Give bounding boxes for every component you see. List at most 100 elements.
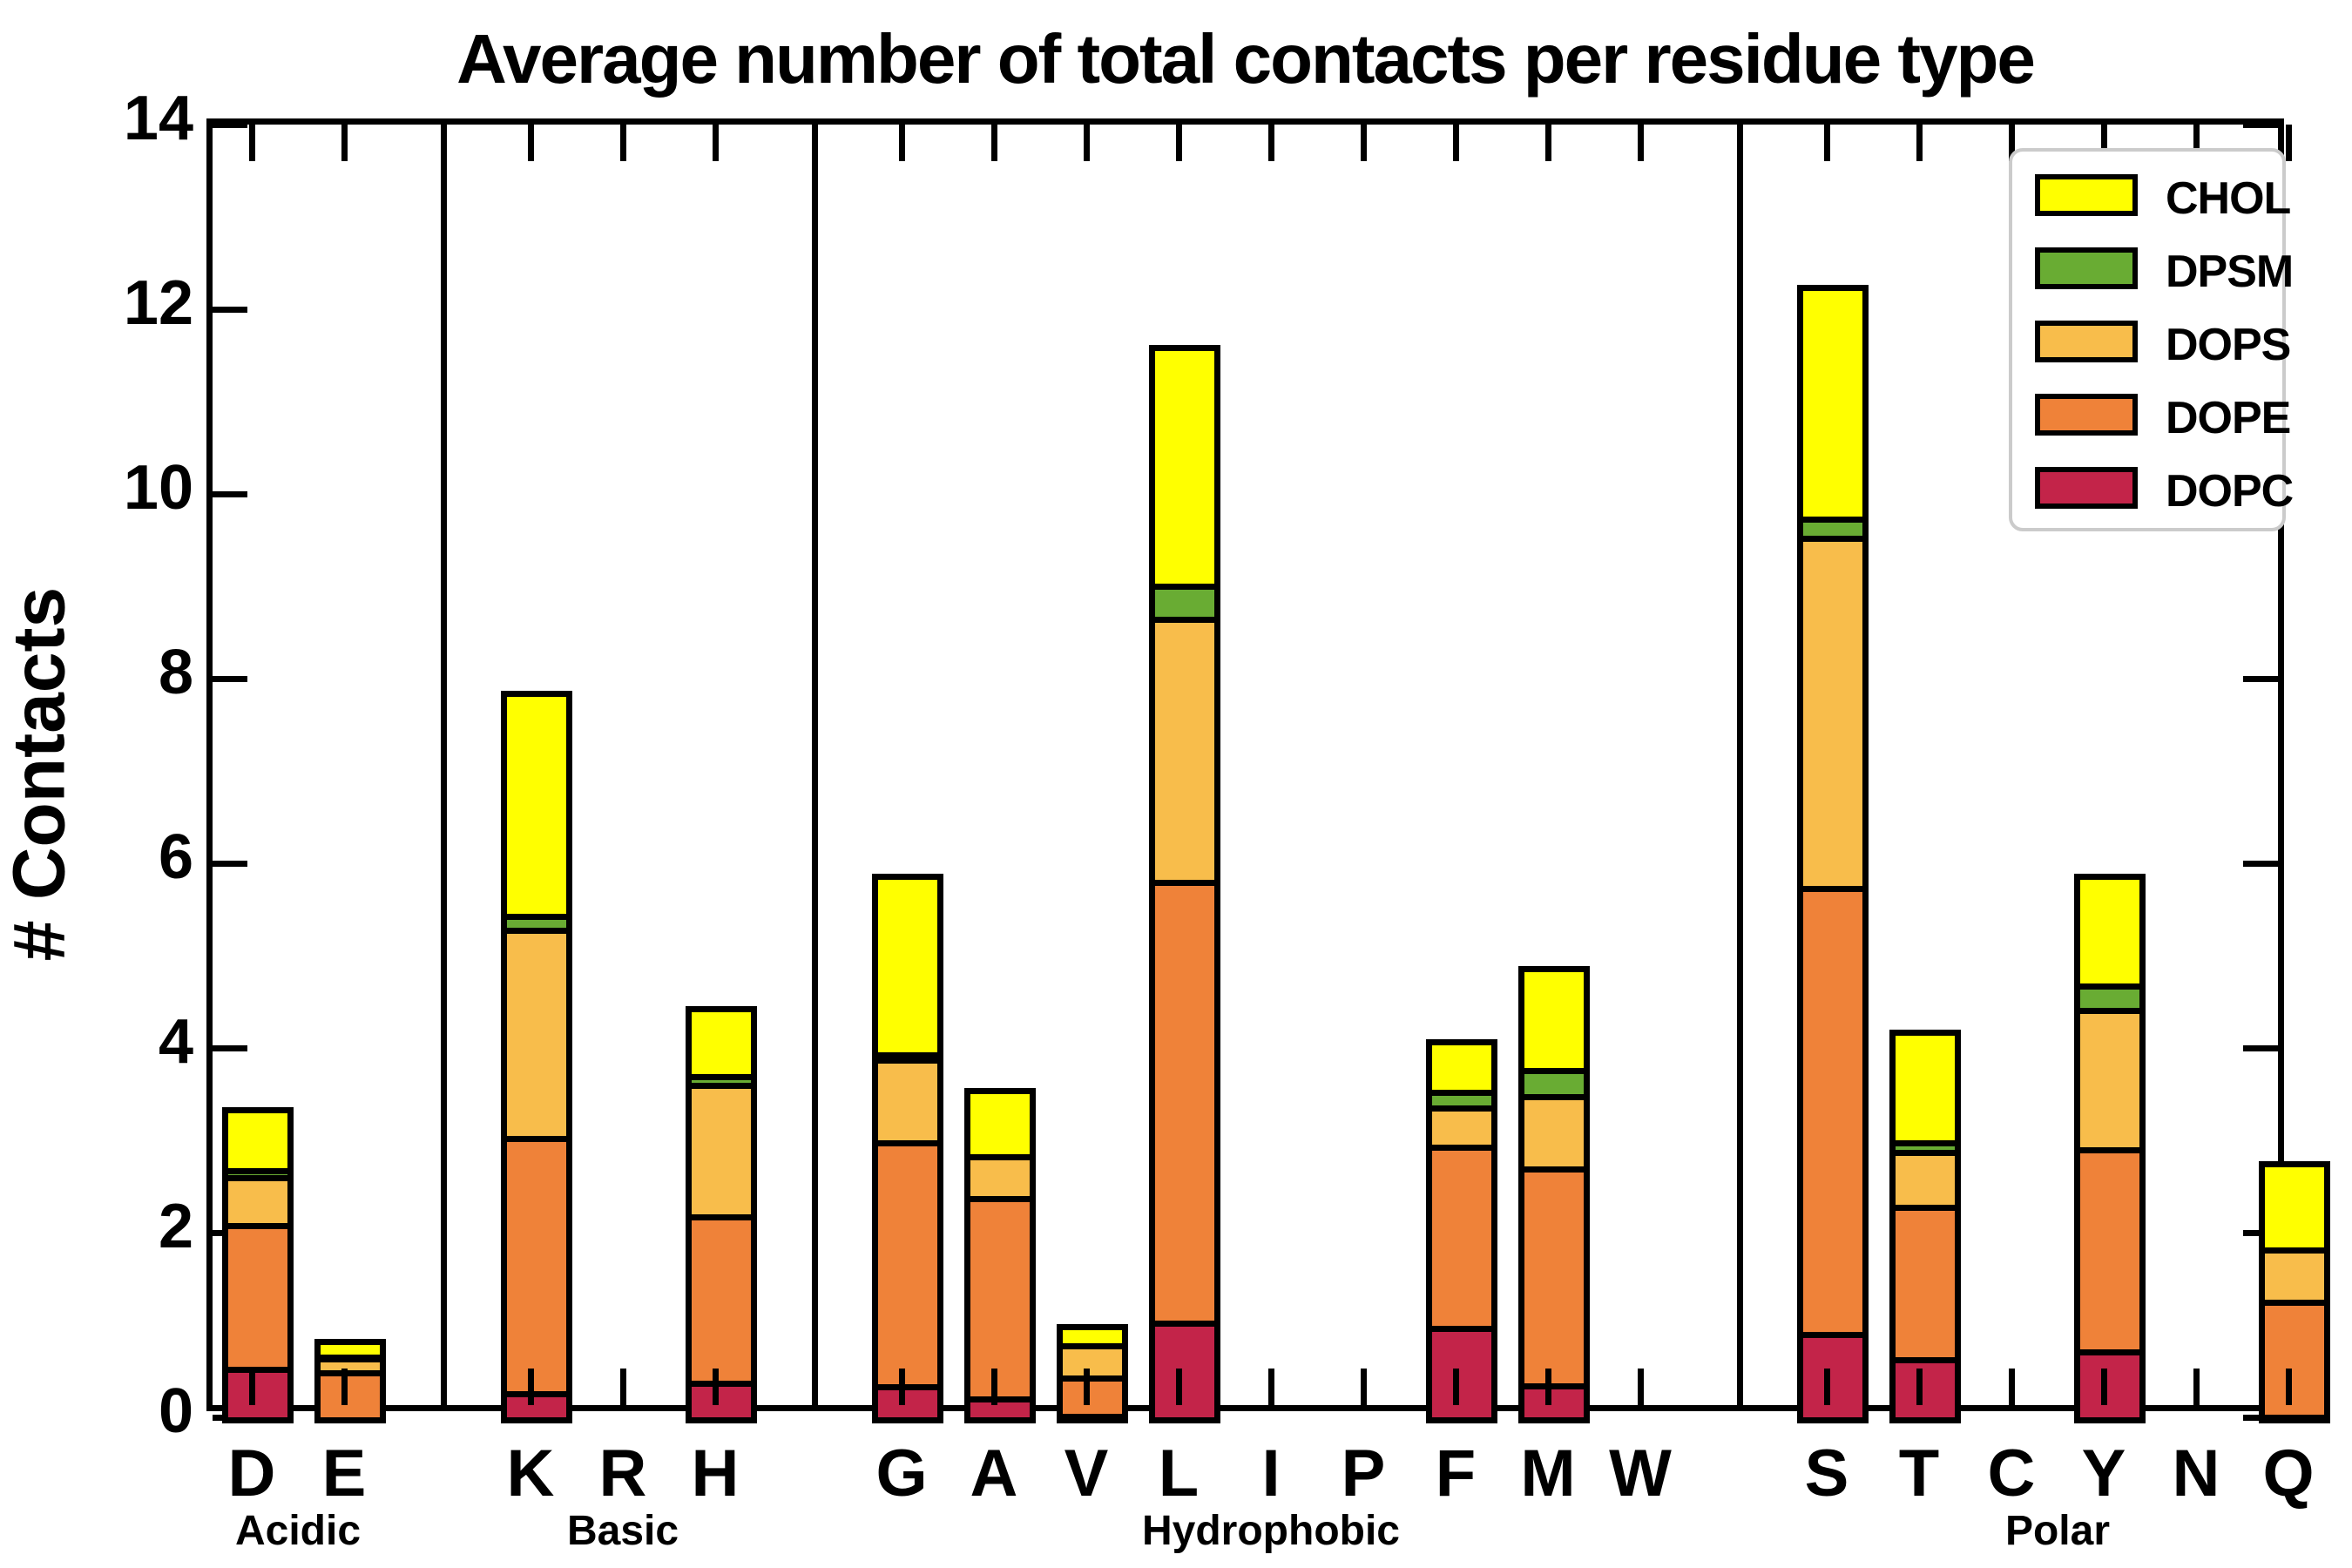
x-axis-tick-top-Q — [2286, 125, 2292, 161]
legend: CHOL DPSM DOPS DOPE DOPC — [2009, 148, 2294, 531]
plot-area — [206, 118, 2330, 1423]
x-tick-label-N: N — [2172, 1436, 2220, 1511]
x-tick-label-E: E — [321, 1436, 367, 1511]
y-tick-label-8: 8 — [158, 638, 193, 707]
x-tick-label-K: K — [506, 1436, 555, 1511]
x-axis-tick-top-S — [1824, 125, 1830, 161]
bar-segment-G-CHOL — [872, 874, 943, 1059]
x-tick-label-S: S — [1804, 1436, 1849, 1511]
x-axis-tick-top-A — [991, 125, 997, 161]
y-tick-label-12: 12 — [123, 268, 193, 338]
group-label-hydrophobic: Hydrophobic — [1142, 1508, 1400, 1554]
bar-segment-H-CHOL — [686, 1005, 757, 1080]
legend-swatch-DOPE — [2035, 394, 2138, 436]
x-tick-label-M: M — [1520, 1436, 1576, 1511]
legend-label-CHOL: CHOL — [2166, 173, 2291, 224]
legend-swatch-DOPC — [2035, 467, 2138, 509]
bar-segment-E-CHOL — [314, 1339, 386, 1361]
group-divider — [1737, 125, 1743, 1405]
x-axis-tick-bottom-F — [1453, 1369, 1459, 1405]
x-axis-tick-bottom-I — [1268, 1369, 1274, 1405]
legend-item-DOPE: DOPE — [2012, 390, 2291, 443]
x-axis-tick-top-I — [1268, 125, 1274, 161]
x-tick-label-Y: Y — [2081, 1436, 2126, 1511]
x-axis-tick-top-F — [1453, 125, 1459, 161]
y-axis-tick-right-6 — [2243, 861, 2278, 867]
bar-segment-M-CHOL — [1518, 966, 1590, 1075]
x-axis-tick-top-G — [899, 125, 905, 161]
x-axis-tick-top-L — [1176, 125, 1182, 161]
x-tick-label-G: G — [875, 1436, 928, 1511]
x-axis-tick-top-K — [528, 125, 534, 161]
x-axis-tick-bottom-N — [2193, 1369, 2200, 1405]
x-tick-label-P: P — [1341, 1436, 1386, 1511]
legend-label-DOPS: DOPS — [2166, 320, 2291, 370]
x-axis-tick-top-R — [620, 125, 626, 161]
y-axis-tick-right-14 — [2243, 122, 2278, 128]
x-axis-tick-top-E — [341, 125, 348, 161]
x-tick-label-A: A — [970, 1436, 1018, 1511]
bar-segment-K-DOPE — [501, 1129, 572, 1398]
bar-segment-L-DOPE — [1149, 874, 1220, 1327]
bar-segment-G-DOPE — [872, 1134, 943, 1390]
x-axis-tick-bottom-L — [1176, 1369, 1182, 1405]
group-label-basic: Basic — [566, 1508, 679, 1554]
bar-segment-Y-DOPS — [2074, 1002, 2146, 1154]
x-axis-tick-bottom-C — [2009, 1369, 2015, 1405]
x-axis-tick-top-C — [2009, 125, 2015, 161]
x-tick-label-W: W — [1609, 1436, 1672, 1511]
x-axis-tick-bottom-M — [1545, 1369, 1551, 1405]
y-tick-label-10: 10 — [123, 453, 193, 523]
x-tick-label-H: H — [691, 1436, 740, 1511]
x-axis-tick-bottom-D — [249, 1369, 255, 1405]
y-tick-label-2: 2 — [158, 1192, 193, 1261]
bar-segment-L-DOPS — [1149, 610, 1220, 887]
bar-segment-M-DOPE — [1518, 1159, 1590, 1389]
x-axis-tick-top-D — [249, 125, 255, 161]
legend-swatch-DPSM — [2035, 247, 2138, 289]
bar-segment-K-DOPS — [501, 922, 572, 1142]
y-tick-label-6: 6 — [158, 822, 193, 892]
legend-item-CHOL: CHOL — [2012, 171, 2291, 224]
bar-segment-S-DOPS — [1797, 529, 1869, 893]
bar-segment-T-DOPE — [1889, 1199, 1961, 1364]
x-tick-label-T: T — [1898, 1436, 1940, 1511]
x-axis-tick-bottom-S — [1824, 1369, 1830, 1405]
group-divider — [812, 125, 818, 1405]
group-divider — [441, 125, 447, 1405]
x-axis-tick-top-V — [1084, 125, 1090, 161]
x-axis-tick-bottom-A — [991, 1369, 997, 1405]
legend-item-DPSM: DPSM — [2012, 244, 2294, 297]
bar-segment-Y-CHOL — [2074, 874, 2146, 990]
x-tick-label-D: D — [227, 1436, 276, 1511]
y-axis-tick-left-8 — [213, 676, 247, 682]
chart-title: Average number of total contacts per res… — [456, 20, 2036, 98]
bar-segment-S-CHOL — [1797, 284, 1869, 524]
x-tick-label-R: R — [598, 1436, 647, 1511]
y-tick-label-14: 14 — [123, 84, 193, 153]
bar-segment-L-DOPC — [1149, 1314, 1220, 1423]
bar-segment-S-DOPC — [1797, 1326, 1869, 1423]
bar-segment-L-CHOL — [1149, 344, 1220, 590]
bar-segment-H-DOPE — [686, 1207, 757, 1387]
x-axis-tick-bottom-R — [620, 1369, 626, 1405]
x-axis-tick-top-P — [1361, 125, 1367, 161]
bar-segment-G-DOPS — [872, 1051, 943, 1146]
x-tick-label-L: L — [1158, 1436, 1200, 1511]
bar-segment-F-DOPC — [1426, 1320, 1497, 1423]
bar-segment-D-CHOL — [222, 1107, 294, 1174]
x-axis-tick-bottom-H — [713, 1369, 719, 1405]
bar-segment-A-CHOL — [964, 1088, 1036, 1160]
legend-label-DOPC: DOPC — [2166, 466, 2294, 517]
x-axis-tick-top-M — [1545, 125, 1551, 161]
legend-label-DPSM: DPSM — [2166, 247, 2294, 297]
y-axis-tick-left-14 — [213, 122, 247, 128]
legend-swatch-CHOL — [2035, 174, 2138, 216]
x-axis-tick-top-T — [1916, 125, 1923, 161]
group-label-acidic: Acidic — [234, 1508, 362, 1554]
x-axis-tick-bottom-Y — [2101, 1369, 2107, 1405]
legend-item-DOPS: DOPS — [2012, 317, 2291, 370]
y-axis-tick-left-10 — [213, 491, 247, 497]
legend-item-DOPC: DOPC — [2012, 463, 2294, 517]
